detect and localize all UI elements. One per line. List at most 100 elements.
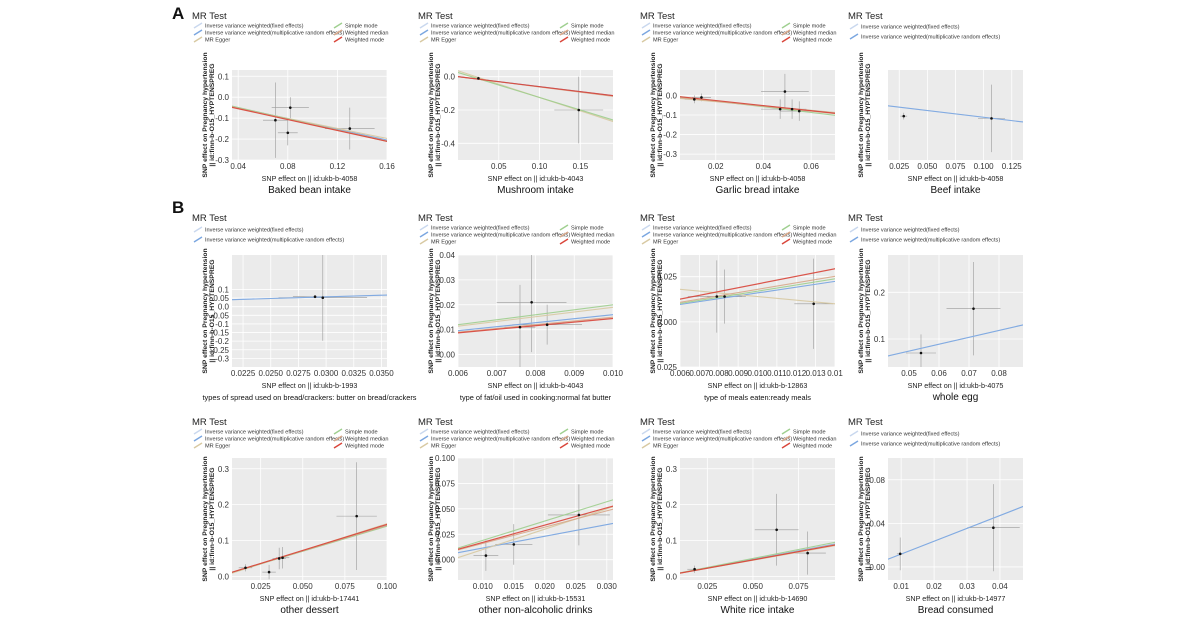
legend-label: Weighted median (345, 437, 388, 443)
legend-key (419, 22, 429, 29)
y-axis-label: || id:finn-b-O15_HYPTENSPREG (657, 259, 664, 362)
x-axis-label: SNP effect on || id:ukb-b-12863 (708, 381, 808, 390)
exposure-title: Bread consumed (918, 605, 994, 616)
legend-label: Weighted median (571, 233, 614, 239)
regression-line-simple (458, 71, 613, 121)
legend-key (559, 428, 569, 435)
x-axis-label: SNP effect on || id:ukb-b-14977 (906, 594, 1006, 603)
x-axis-label: SNP effect on || id:ukb-b-1993 (262, 381, 358, 390)
plot-area (232, 82, 387, 158)
y-axis-label: || id:finn-b-O15_HYPTENSPREG (865, 467, 872, 570)
x-tick-label: 0.0300 (314, 369, 339, 378)
data-point (898, 552, 902, 556)
legend-key (333, 36, 343, 43)
y-tick-label: 0.04 (439, 251, 455, 260)
data-point (348, 127, 352, 130)
plot-panel (458, 70, 613, 160)
x-tick-label: 0.01 (893, 582, 909, 591)
data-point (321, 296, 325, 300)
regression-line-ivw_mre (680, 280, 835, 306)
y-tick-label: 0.1 (218, 72, 230, 81)
legend-key (559, 224, 569, 231)
legend-key (419, 238, 429, 245)
legend-label: Weighted median (793, 233, 836, 239)
x-tick-label: 0.009 (728, 369, 749, 378)
x-tick-label: 0.06 (803, 162, 819, 171)
plot-area (458, 70, 613, 144)
y-tick-label: 0.05 (213, 294, 229, 303)
regression-line-simple (680, 541, 835, 574)
section-label-a: A (172, 4, 185, 23)
x-tick-label: 0.08 (280, 162, 296, 171)
exposure-title: types of spread used on bread/crackers: … (202, 393, 416, 402)
data-point (700, 96, 703, 99)
legend-label: Simple mode (345, 430, 378, 436)
legend-key (333, 22, 343, 29)
y-tick-label: 0.03 (439, 276, 455, 285)
x-tick-label: 0.006 (670, 369, 691, 378)
y-axis-label: || id:finn-b-O15_HYPTENSPREG (657, 63, 664, 166)
regression-line-wmode (458, 505, 613, 550)
exposure-title: other dessert (280, 605, 339, 616)
y-tick-label: -0.2 (215, 135, 229, 144)
data-point (267, 570, 271, 574)
y-tick-label: 0.0 (218, 572, 230, 581)
legend-key (419, 435, 429, 442)
x-tick-label: 0.050 (743, 582, 764, 591)
y-axis-label: SNP effect on Pregnancy hypertension (428, 248, 435, 373)
legend-key (849, 236, 859, 243)
legend-label: Inverse variance weighted(fixed effects) (653, 24, 752, 30)
legend-key (781, 435, 791, 442)
plot-area (458, 484, 613, 571)
legend-label: Inverse variance weighted(multiplicative… (653, 31, 792, 37)
x-tick-label: 0.16 (379, 162, 395, 171)
scatter-chart: MR Test Inverse variance weighted(fixed e… (418, 213, 624, 402)
x-tick-label: 0.04 (756, 162, 772, 171)
plot-area (888, 484, 1023, 572)
legend-key (419, 428, 429, 435)
x-tick-label: 0.0275 (286, 369, 311, 378)
data-point (577, 108, 581, 112)
data-point (286, 131, 290, 135)
legend-key (849, 23, 859, 30)
legend-key (193, 442, 203, 449)
legend-label: Weighted median (793, 437, 836, 443)
y-tick-label: -0.15 (211, 329, 230, 338)
data-point (902, 114, 906, 118)
regression-line-egger (232, 106, 387, 140)
legend-key (419, 231, 429, 238)
x-tick-label: 0.010 (603, 369, 624, 378)
exposure-title: Garlic bread intake (716, 185, 800, 196)
y-tick-label: 0.08 (869, 476, 885, 485)
x-tick-label: 0.025 (251, 582, 272, 591)
y-axis-label: || id:finn-b-O15_HYPTENSPREG (209, 63, 216, 166)
y-tick-label: 0.100 (435, 454, 456, 463)
x-tick-label: 0.0225 (231, 369, 256, 378)
legend-label: MR Egger (431, 240, 456, 246)
x-tick-label: 0.07 (961, 369, 977, 378)
regression-line-wmedian (680, 275, 835, 303)
mr-scatter-panel: MR Test Inverse variance weighted(fixed e… (640, 212, 843, 409)
regression-line-ivw_mre (888, 324, 1023, 357)
legend-label: Weighted median (793, 31, 836, 37)
plot-panel (888, 458, 1023, 580)
x-axis-label: SNP effect on || id:ukb-b-14690 (708, 594, 808, 603)
y-tick-label: 0.02 (439, 301, 455, 310)
legend-label: Simple mode (571, 24, 604, 30)
mr-scatter-panel: MR Test Inverse variance weighted(fixed e… (418, 416, 618, 622)
legend-title: MR Test (640, 11, 675, 22)
y-axis-label: SNP effect on Pregnancy hypertension (858, 248, 865, 373)
y-tick-label: 0.000 (435, 556, 456, 565)
data-point (775, 528, 778, 532)
y-axis-label: || id:finn-b-O15_HYPTENSPREG (865, 259, 872, 362)
scatter-chart: MR Test Inverse variance weighted(fixed e… (192, 213, 417, 402)
legend-key (193, 435, 203, 442)
data-point (806, 551, 809, 555)
legend-label: Weighted mode (571, 38, 610, 44)
plot-area (680, 493, 835, 575)
legend-key (193, 36, 203, 43)
legend-key (781, 36, 791, 43)
y-tick-label: -0.4 (441, 139, 455, 148)
y-tick-label: 0.050 (435, 505, 456, 514)
y-tick-label: 0.1 (874, 335, 886, 344)
